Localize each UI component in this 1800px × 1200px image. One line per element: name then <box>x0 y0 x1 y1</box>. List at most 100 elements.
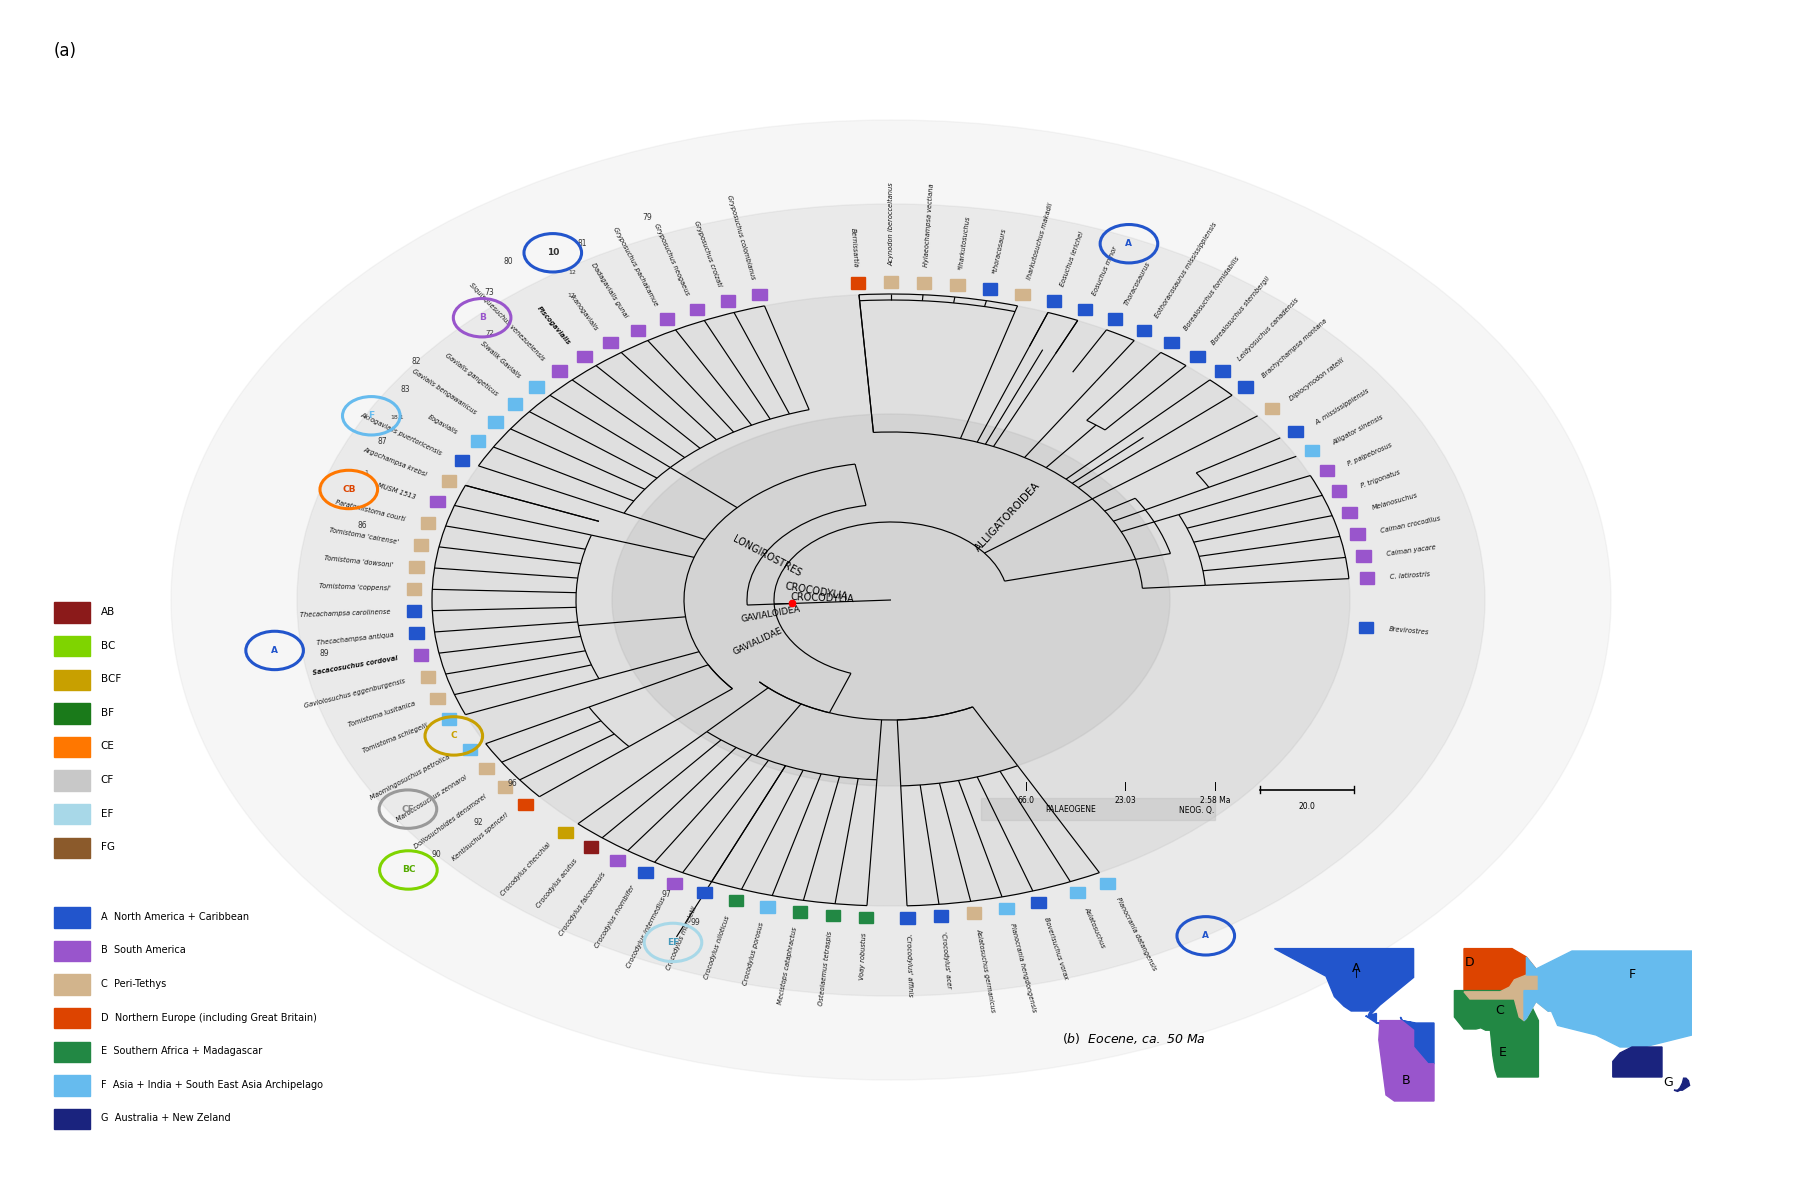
Bar <box>1359 572 1373 583</box>
Text: Eosuchus minor: Eosuchus minor <box>1093 246 1120 296</box>
Bar <box>518 799 533 810</box>
Text: Mecistops cataphractus: Mecistops cataphractus <box>778 926 799 1006</box>
Text: 79: 79 <box>643 214 653 222</box>
Text: Diplocynodon ratelii: Diplocynodon ratelii <box>1289 356 1346 402</box>
Text: 72: 72 <box>486 330 495 336</box>
Bar <box>463 744 477 755</box>
Text: Eosuchus lerichei: Eosuchus lerichei <box>1060 230 1085 288</box>
Bar <box>1165 337 1179 348</box>
Bar <box>54 737 90 757</box>
Bar <box>967 907 981 919</box>
Text: BC: BC <box>401 865 416 875</box>
Text: Asiatosuchus germanicus: Asiatosuchus germanicus <box>976 928 995 1013</box>
Bar <box>578 350 592 362</box>
Bar <box>884 276 898 288</box>
Text: BC: BC <box>101 641 115 650</box>
Text: B: B <box>479 313 486 323</box>
Text: 86: 86 <box>358 521 367 529</box>
Text: GAVIALIDAE: GAVIALIDAE <box>731 626 783 656</box>
Text: Planocrania datangensis: Planocrania datangensis <box>1116 896 1157 971</box>
Text: (a): (a) <box>54 42 77 60</box>
Text: A. mississippiensis: A. mississippiensis <box>1314 388 1370 426</box>
Bar <box>529 382 544 392</box>
Text: C: C <box>1496 1004 1505 1018</box>
Bar <box>1015 288 1030 300</box>
Bar <box>54 703 90 724</box>
Bar <box>479 763 493 774</box>
Bar <box>414 539 428 551</box>
Text: Maroccosuchus zennaroi: Maroccosuchus zennaroi <box>396 774 468 823</box>
Bar <box>1355 550 1370 562</box>
Text: 12: 12 <box>569 270 576 276</box>
Text: 73: 73 <box>484 288 495 296</box>
Text: 80: 80 <box>504 257 513 266</box>
Text: Crocodylus falconensis: Crocodylus falconensis <box>558 871 607 937</box>
Text: Siquisquesuchus venezuelensis: Siquisquesuchus venezuelensis <box>468 282 545 362</box>
Bar <box>407 583 421 595</box>
Text: Crocodylus niloticus: Crocodylus niloticus <box>704 914 731 979</box>
Bar <box>441 475 455 487</box>
Bar <box>54 907 90 928</box>
Bar <box>916 277 931 288</box>
Text: *Iharkutosuchus: *Iharkutosuchus <box>958 215 972 270</box>
Bar <box>409 628 423 640</box>
Bar <box>553 366 567 377</box>
Text: Crocodylus intermedius: Crocodylus intermedius <box>625 896 666 970</box>
Bar <box>54 602 90 623</box>
Bar <box>455 455 470 467</box>
Text: A  North America + Caribbean: A North America + Caribbean <box>101 912 248 922</box>
Polygon shape <box>1525 950 1692 1046</box>
Text: E  Southern Africa + Madagascar: E Southern Africa + Madagascar <box>101 1046 263 1056</box>
Text: 87: 87 <box>378 437 387 446</box>
Bar <box>54 670 90 690</box>
Bar <box>1136 324 1150 336</box>
Text: Alligator sinensis: Alligator sinensis <box>1332 414 1384 446</box>
Polygon shape <box>1454 991 1539 1078</box>
Bar <box>430 496 445 508</box>
Text: 92: 92 <box>473 818 482 827</box>
Bar <box>421 671 436 683</box>
Text: Boverisuchus vorax: Boverisuchus vorax <box>1042 917 1069 980</box>
Text: *thoracosaurs: *thoracosaurs <box>992 228 1008 275</box>
Bar <box>1343 506 1357 518</box>
Text: Osteolaemus tetraspis: Osteolaemus tetraspis <box>817 931 833 1006</box>
Bar <box>472 436 486 446</box>
Text: Eogavialis: Eogavialis <box>427 414 459 436</box>
Bar <box>54 1042 90 1062</box>
Bar <box>499 781 513 793</box>
Text: 'Crocodylus' acer: 'Crocodylus' acer <box>940 931 952 989</box>
Text: 97: 97 <box>661 889 671 899</box>
Text: Ikanogavialis: Ikanogavialis <box>569 293 599 332</box>
Bar <box>1305 445 1319 456</box>
Polygon shape <box>1463 948 1535 991</box>
Bar <box>1289 426 1303 437</box>
Bar <box>826 910 841 922</box>
Polygon shape <box>1274 948 1435 1063</box>
Text: GAVIALOIDEA: GAVIALOIDEA <box>740 605 801 624</box>
Bar <box>752 288 767 300</box>
Text: P. trigonatus: P. trigonatus <box>1361 469 1400 488</box>
Circle shape <box>297 204 1485 996</box>
Bar <box>934 911 949 922</box>
Text: F  Asia + India + South East Asia Archipelago: F Asia + India + South East Asia Archipe… <box>101 1080 322 1090</box>
Bar <box>407 605 421 617</box>
Bar <box>1031 896 1046 908</box>
Circle shape <box>432 294 1350 906</box>
Bar <box>1332 486 1346 497</box>
Text: Crocodylus porosus: Crocodylus porosus <box>742 922 765 986</box>
Bar <box>414 649 428 661</box>
Text: 81: 81 <box>578 239 587 248</box>
Text: A: A <box>1352 962 1361 976</box>
Polygon shape <box>1613 1046 1661 1078</box>
Text: NEOG. Q.: NEOG. Q. <box>1179 805 1215 815</box>
Text: Borealosuchus formidabilis: Borealosuchus formidabilis <box>1183 256 1240 332</box>
Text: Tomistoma 'dowsoni': Tomistoma 'dowsoni' <box>324 554 394 568</box>
Bar <box>1319 464 1334 476</box>
Polygon shape <box>1674 1078 1690 1092</box>
Bar <box>441 713 455 725</box>
Text: Caiman yacare: Caiman yacare <box>1386 544 1436 557</box>
Text: Gryposuchus pachakamue: Gryposuchus pachakamue <box>612 226 659 307</box>
Bar <box>1078 304 1093 316</box>
Bar <box>981 798 1215 820</box>
Text: Planocrania hengdongensis: Planocrania hengdongensis <box>1010 923 1037 1013</box>
